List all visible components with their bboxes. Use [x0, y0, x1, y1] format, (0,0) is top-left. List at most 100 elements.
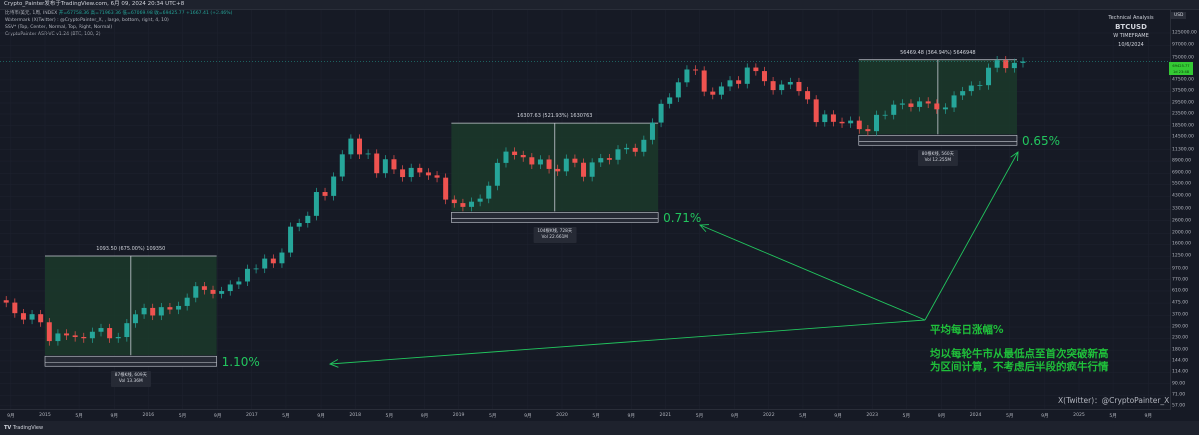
price-tick: 610.00 — [1172, 288, 1189, 294]
current-price: 69425.77 — [1172, 63, 1190, 68]
candle — [46, 322, 52, 342]
candle — [856, 120, 862, 130]
range-stats: 104根K线, 728天 Vol 22.661M — [533, 227, 577, 244]
price-tick: 125000.00 — [1172, 30, 1197, 36]
candle — [925, 101, 931, 104]
price-tick: 114.00 — [1172, 369, 1189, 375]
time-tick: 9月 — [1041, 414, 1049, 419]
candle — [176, 305, 182, 310]
time-tick: 9月 — [730, 414, 739, 419]
candle — [167, 307, 173, 310]
candle — [270, 258, 276, 264]
price-tick: 3300.00 — [1172, 206, 1191, 212]
time-tick: 9月 — [420, 414, 429, 419]
candle — [469, 201, 475, 207]
price-tick: 29500.00 — [1172, 100, 1194, 106]
candle — [658, 103, 664, 123]
candle — [288, 226, 294, 253]
price-tick: 18500.00 — [1172, 123, 1194, 129]
time-tick: 2021 — [659, 413, 672, 418]
price-tick: 8900.00 — [1172, 158, 1191, 164]
candle — [934, 103, 940, 110]
indicator-asr-vc[interactable]: CryptoPainter ASR-VC v1.24 (BTC, 100, 2) — [5, 32, 101, 37]
time-tick: 9月 — [834, 414, 842, 419]
date-range-bar — [451, 212, 659, 223]
candle — [882, 114, 888, 116]
candle — [322, 192, 328, 196]
candle — [770, 81, 776, 91]
time-tick: 5月 — [1109, 414, 1117, 419]
time-tick: 5月 — [1005, 414, 1014, 419]
publish-bar: Crypto_Painter发布于TradingView.com, 6月 09,… — [0, 0, 1199, 10]
range-volume: Vol 13.36M — [118, 379, 143, 385]
candle — [20, 313, 26, 320]
candle — [968, 85, 974, 92]
price-tick: 11300.00 — [1172, 147, 1194, 152]
ta-title: Technical Analysis — [1108, 15, 1154, 21]
candle — [141, 307, 147, 315]
price-axis[interactable] — [1170, 10, 1199, 410]
candle — [986, 67, 992, 86]
candle — [727, 80, 733, 87]
tradingview-logo[interactable]: TV TradingView — [4, 425, 43, 431]
price-tick: 230.00 — [1172, 335, 1189, 341]
candle — [1020, 61, 1026, 63]
candle — [960, 91, 966, 96]
symbol-legend[interactable]: 比特币/美元, 1周, INDEX 开=67758.36 高=71963.36 … — [5, 11, 232, 17]
price-tick: 770.00 — [1172, 277, 1189, 283]
candle — [262, 258, 268, 269]
candle — [675, 82, 681, 98]
range-volume: Vol 22.661M — [541, 235, 569, 241]
time-axis[interactable] — [0, 409, 1170, 421]
candle — [253, 268, 259, 270]
candle — [805, 91, 811, 100]
candle — [667, 97, 673, 104]
candle — [460, 203, 466, 207]
candle — [124, 323, 130, 338]
price-tick: 37500.00 — [1172, 88, 1194, 94]
candle — [693, 69, 699, 71]
candle — [710, 91, 716, 95]
indicator-watermark[interactable]: Watermark (X(Twitter) : @CryptoPainter_X… — [5, 18, 169, 23]
time-tick: 2015 — [39, 413, 51, 418]
candle — [589, 162, 595, 177]
candle — [649, 122, 655, 140]
candle — [598, 158, 604, 163]
candle — [546, 159, 552, 169]
time-tick: 2025 — [1073, 413, 1085, 418]
candle — [891, 104, 897, 115]
price-tick: 180.00 — [1172, 347, 1189, 353]
candle — [400, 169, 406, 178]
daily-gain-percent: 0.65% — [1021, 134, 1061, 149]
date-range-bar — [858, 134, 1018, 146]
candle — [98, 328, 104, 332]
publish-line: Crypto_Painter发布于TradingView.com, 6月 09,… — [4, 1, 185, 7]
price-tick: 2600.00 — [1172, 218, 1191, 224]
candle — [555, 168, 561, 172]
candle — [132, 314, 138, 324]
candle — [158, 307, 164, 316]
candle — [434, 175, 440, 178]
candle — [12, 302, 18, 314]
candle — [184, 297, 190, 306]
price-tick: 2000.00 — [1172, 230, 1191, 236]
candle — [537, 159, 543, 165]
price-chart[interactable] — [0, 10, 1170, 409]
price-tick: 14500.00 — [1172, 134, 1194, 140]
price-tick: 370.00 — [1172, 312, 1189, 318]
price-tick: 4300.00 — [1172, 193, 1191, 199]
currency-button[interactable]: USD — [1171, 12, 1187, 19]
candle — [339, 154, 345, 177]
candle — [606, 158, 612, 160]
candle — [899, 103, 905, 105]
candle — [796, 81, 802, 92]
candle — [451, 199, 457, 204]
candle — [624, 147, 630, 150]
indicator-ssv[interactable]: SSV* (Top, Center, Normal, Top, Right, N… — [5, 25, 113, 30]
time-tick: 9月 — [7, 414, 15, 419]
time-tick: 9月 — [1144, 414, 1153, 419]
candle — [753, 67, 759, 72]
candle — [615, 149, 621, 160]
range-bars: 87根K线, 609天 — [114, 373, 147, 379]
candle — [494, 162, 500, 186]
